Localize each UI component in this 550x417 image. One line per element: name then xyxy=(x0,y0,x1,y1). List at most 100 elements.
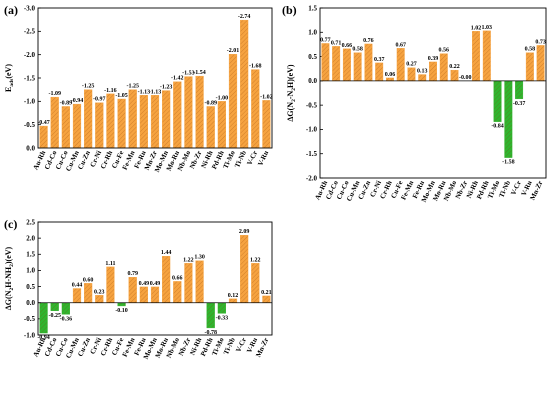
value-label: -1.05 xyxy=(115,93,128,99)
bar xyxy=(195,260,204,303)
bar xyxy=(439,53,448,82)
y-tick-label: 0.0 xyxy=(26,299,35,307)
bar xyxy=(162,90,171,149)
y-axis-label-part: 2 xyxy=(9,288,15,291)
value-label: -0.94 xyxy=(71,98,84,104)
y-axis-label-part: 2 xyxy=(291,99,297,102)
y-axis-label-part: 2 xyxy=(291,88,297,91)
bar xyxy=(262,295,271,303)
bar xyxy=(128,89,137,149)
y-axis-label-part: ads xyxy=(9,79,15,87)
value-label: -1.58 xyxy=(502,160,515,166)
bar xyxy=(228,54,238,149)
bar xyxy=(95,295,104,303)
bar xyxy=(504,80,513,158)
value-label: -0.00 xyxy=(459,75,472,81)
value-label: -1.25 xyxy=(126,84,139,90)
y-axis-label-part: 2 xyxy=(9,264,15,267)
plot-frame xyxy=(37,7,273,149)
panel-label: (c) xyxy=(4,217,17,231)
bar xyxy=(525,52,534,82)
bar xyxy=(117,98,126,149)
y-axis-label-part: H-NH xyxy=(4,266,13,288)
value-label: 0.13 xyxy=(417,69,428,75)
bar xyxy=(240,19,249,149)
value-label: -1.25 xyxy=(82,84,95,90)
bar xyxy=(39,302,48,334)
value-label: -0.33 xyxy=(216,315,229,321)
value-label: 1.22 xyxy=(183,257,194,263)
bar xyxy=(84,89,93,149)
bar xyxy=(117,302,126,307)
y-tick-label: 2.0 xyxy=(26,234,35,242)
bar xyxy=(342,48,351,82)
bar xyxy=(262,100,271,149)
value-label: -0.89 xyxy=(60,100,73,106)
y-tick-label: -1.5 xyxy=(24,74,36,82)
value-label: -1.16 xyxy=(104,88,117,94)
bar xyxy=(61,106,70,149)
value-label: -0.97 xyxy=(93,97,106,103)
bar xyxy=(206,106,215,149)
bar xyxy=(332,46,341,82)
bar xyxy=(217,101,226,149)
bar xyxy=(128,277,137,303)
value-label: 1.03 xyxy=(482,25,493,31)
bar xyxy=(50,96,59,149)
value-label: 0.44 xyxy=(72,283,83,289)
value-label: 0.71 xyxy=(331,40,342,46)
bar xyxy=(206,302,215,329)
value-label: -1.42 xyxy=(171,76,184,82)
value-label: -1.68 xyxy=(249,64,262,70)
bar xyxy=(95,102,104,149)
bar xyxy=(482,30,491,82)
value-label: 0.27 xyxy=(406,62,417,68)
y-axis-label-part: E xyxy=(4,87,13,92)
bar xyxy=(162,256,171,303)
value-label: 0.49 xyxy=(150,281,161,287)
bar xyxy=(418,74,427,82)
value-label: 0.58 xyxy=(525,47,536,53)
bar xyxy=(173,81,182,149)
bar xyxy=(364,43,373,82)
y-tick-label: 0.0 xyxy=(308,77,317,85)
bar xyxy=(385,77,394,82)
bar xyxy=(251,263,260,303)
bar xyxy=(396,48,405,82)
bar xyxy=(240,235,249,303)
y-tick-label: 0.5 xyxy=(26,283,35,291)
x-tick-label: V-Ru xyxy=(256,149,270,167)
value-label: -1.09 xyxy=(48,91,61,97)
bar xyxy=(217,302,226,314)
y-axis-label: ΔG(N2-N2H)(eV) xyxy=(286,64,297,122)
value-label: 0.73 xyxy=(535,39,546,45)
y-tick-label: -2.0 xyxy=(306,174,318,182)
bar xyxy=(61,302,70,315)
value-label: -1.54 xyxy=(193,70,206,76)
bar xyxy=(493,80,502,122)
value-label: 0.12 xyxy=(228,293,239,299)
bar xyxy=(173,281,182,303)
bar xyxy=(50,302,59,311)
y-axis-label-part: -N xyxy=(286,90,295,99)
value-label: 0.77 xyxy=(320,37,331,43)
bar xyxy=(184,76,193,149)
y-tick-label: 0.5 xyxy=(308,53,317,61)
value-label: 0.37 xyxy=(374,57,385,63)
value-label: 0.23 xyxy=(94,289,105,295)
y-tick-label: -2.5 xyxy=(24,28,36,36)
y-tick-label: -0.5 xyxy=(24,121,36,129)
y-tick-label: -0.5 xyxy=(306,101,318,109)
y-tick-label: -3.0 xyxy=(24,4,36,12)
plot-frame xyxy=(37,221,273,336)
y-axis-label-part: H)(eV) xyxy=(286,64,295,88)
bar xyxy=(106,266,115,303)
value-label: 0.79 xyxy=(127,271,138,277)
value-label: 0.06 xyxy=(385,72,396,78)
y-tick-label: 1.0 xyxy=(26,267,35,275)
bar xyxy=(150,286,160,303)
bar xyxy=(321,43,330,82)
bar xyxy=(72,288,82,303)
value-label: -0.10 xyxy=(115,308,128,314)
value-label: 1.30 xyxy=(194,255,205,261)
